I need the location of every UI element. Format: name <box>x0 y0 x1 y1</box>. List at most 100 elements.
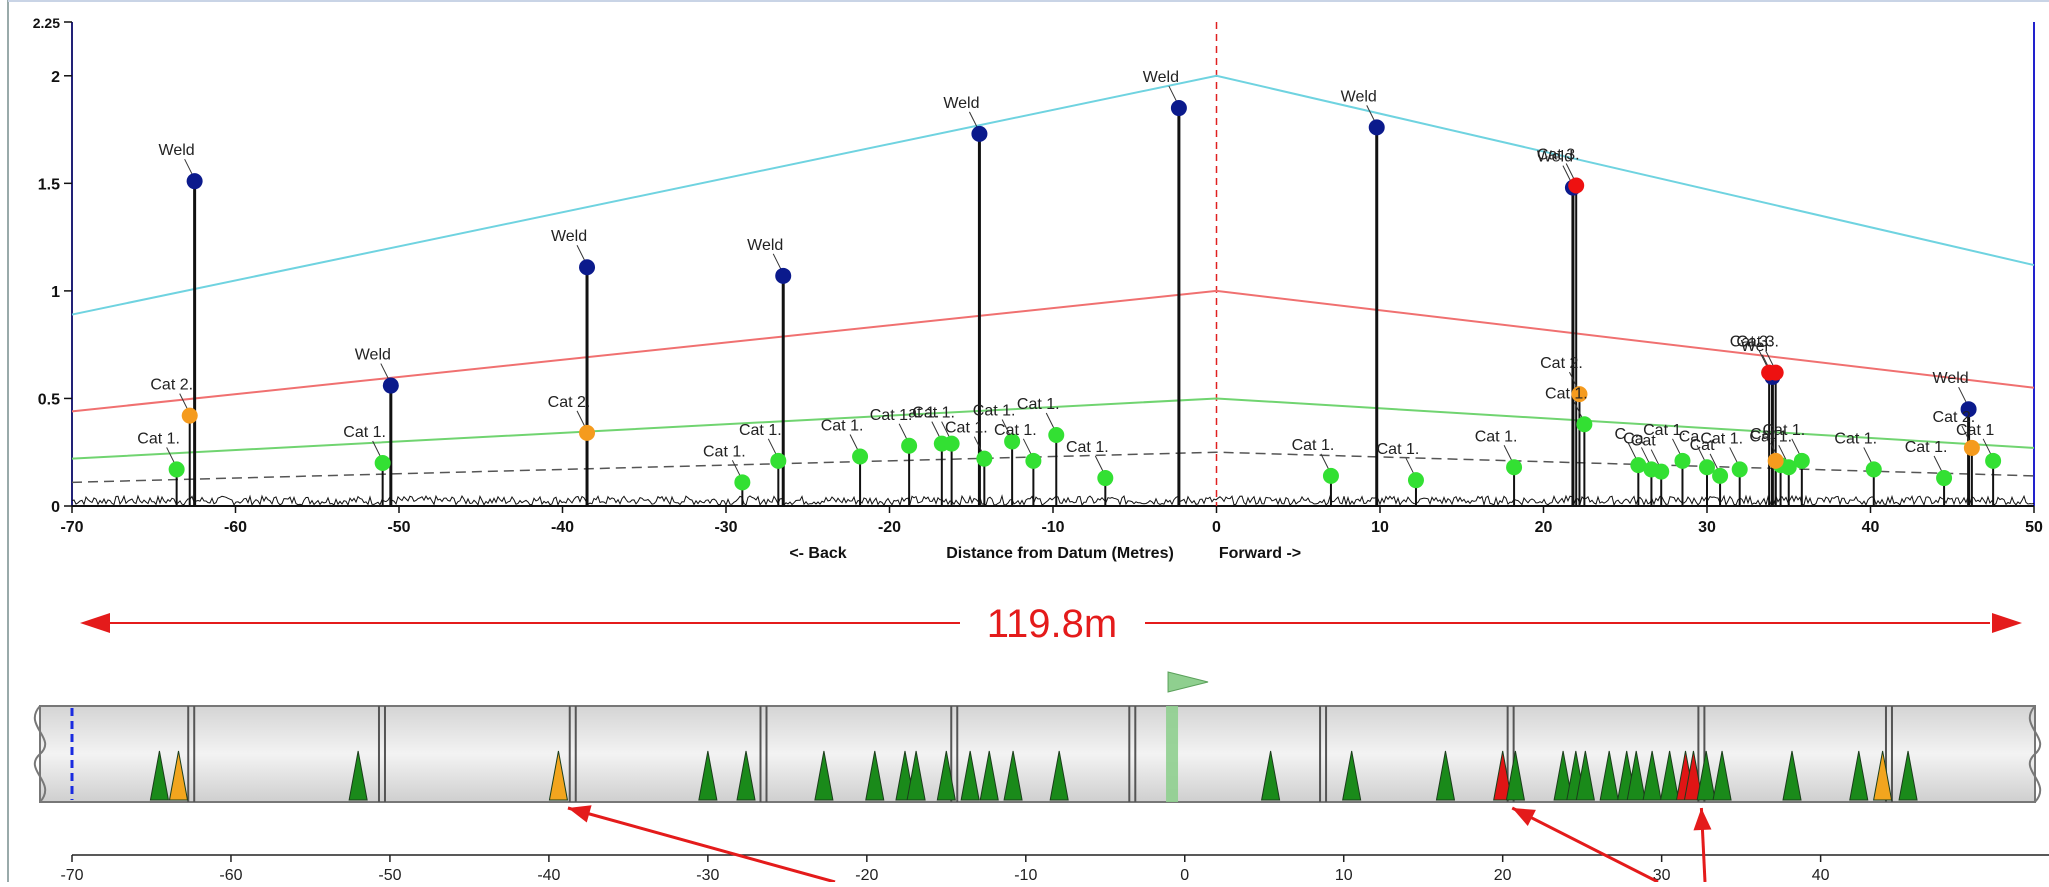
data-point-cat-1 <box>943 435 960 452</box>
point-label: Cat 1. <box>912 405 955 422</box>
bottom-tick-label: 30 <box>1653 867 1671 882</box>
x-tick-label: 50 <box>2025 519 2043 536</box>
point-label: Weld <box>943 95 979 112</box>
point-leader-line <box>1565 163 1575 180</box>
anomaly-marker-cat-2 <box>548 750 569 801</box>
length-label: 119.8m <box>987 602 1117 646</box>
annotation-arrowhead <box>567 805 592 823</box>
plot-area <box>72 22 2034 506</box>
data-point-cat-1 <box>1630 457 1647 474</box>
anomaly-marker-cat-1 <box>979 750 999 801</box>
data-point-cat-1 <box>1936 470 1953 487</box>
data-point-weld <box>1368 119 1385 136</box>
anomaly-marker-cat-1 <box>736 750 756 801</box>
threshold-line <box>71 74 2035 316</box>
point-leader-line <box>772 253 782 271</box>
point-label: Cat 2. <box>1933 409 1976 426</box>
pipe-schematic <box>33 671 2042 803</box>
anomaly-marker-cat-1 <box>1626 750 1646 801</box>
point-label: Cat 1. <box>703 443 746 460</box>
point-leader-line <box>731 460 741 477</box>
anomaly-marker-cat-2 <box>1873 750 1893 801</box>
y-tick-label: 0.5 <box>38 391 60 408</box>
point-label: Cat 1. <box>739 422 782 439</box>
x-axis-forward-label: Forward -> <box>1219 545 1301 562</box>
data-point-cat-3 <box>1767 364 1784 381</box>
y-tick-label: 2 <box>51 69 60 86</box>
point-leader-line <box>1320 453 1330 471</box>
data-point-cat-2 <box>1571 386 1588 403</box>
point-label: Cat <box>1750 426 1775 443</box>
bottom-tick-label: 20 <box>1494 867 1512 882</box>
anomaly-marker-cat-1 <box>1553 750 1573 801</box>
point-label: Cat 1. <box>1377 441 1420 458</box>
threshold-line <box>71 397 2035 460</box>
point-label: at 1. <box>908 405 939 422</box>
y-tick-label: 0 <box>51 499 60 516</box>
point-label: Cat 1. <box>994 422 1037 439</box>
anomaly-marker-cat-1 <box>348 750 368 801</box>
point-leader-line <box>1729 447 1739 464</box>
annotation-arrow-line <box>567 806 836 884</box>
point-leader-line <box>973 436 983 453</box>
anomaly-marker-cat-1 <box>1782 750 1802 801</box>
point-label: Cat 1. <box>1762 422 1805 439</box>
bottom-tick-label: -60 <box>219 867 242 882</box>
bottom-tick-label: -10 <box>1014 867 1037 882</box>
point-label: Cat <box>1690 437 1715 454</box>
annotation-arrow-line <box>1511 806 1659 884</box>
point-label: Cat 1. <box>1749 428 1792 445</box>
point-leader-line <box>1001 419 1011 436</box>
datum-band <box>1166 706 1179 802</box>
x-tick-label: -70 <box>60 519 83 536</box>
anomaly-marker-cat-1 <box>698 750 718 801</box>
x-axis-back-label: <- Back <box>789 545 846 562</box>
point-leader-line <box>1503 445 1513 462</box>
data-point-cat-1 <box>1674 452 1691 469</box>
anomaly-marker-cat-1 <box>1898 750 1918 801</box>
x-tick-label: 0 <box>1212 519 1221 536</box>
point-label: Weld <box>355 347 391 364</box>
point-leader-line <box>1758 350 1768 367</box>
point-label: Cat 3. <box>1736 334 1779 351</box>
point-leader-line <box>1405 457 1415 475</box>
point-layer <box>168 100 2002 491</box>
anomaly-marker-cat-1 <box>1712 750 1732 801</box>
point-leader-line <box>1562 165 1572 182</box>
point-leader-line <box>1958 386 1968 404</box>
anomaly-marker-cat-1 <box>1505 750 1526 801</box>
anomaly-marker-cat-1 <box>1696 750 1716 801</box>
x-tick-label: -10 <box>1041 519 1064 536</box>
length-arrowhead-left <box>80 613 110 633</box>
point-label: Weld <box>1341 88 1377 105</box>
data-point-weld <box>186 173 203 190</box>
point-leader-line <box>1709 453 1719 471</box>
data-point-weld <box>1960 401 1977 418</box>
point-label: Ca <box>1679 428 1700 445</box>
data-point-cat-1 <box>1506 459 1523 476</box>
point-leader-line <box>1863 447 1873 464</box>
datum-flag-icon <box>1167 671 1209 693</box>
y-tick-label: 1.5 <box>38 176 60 193</box>
bottom-tick-layer: -70 -60 -50 -40 -30 -20 -10 0 10 20 30 40 <box>60 855 1830 884</box>
x-tick-label: -50 <box>387 519 410 536</box>
bottom-tick-label: 0 <box>1180 867 1189 882</box>
data-point-cat-1 <box>1712 467 1729 484</box>
pipe-body <box>39 705 2036 803</box>
point-label: Cat 1. <box>1475 428 1518 445</box>
data-point-cat-1 <box>1731 461 1748 478</box>
x-tick-label: 30 <box>1698 519 1716 536</box>
x-tick-label: 10 <box>1371 519 1389 536</box>
anomaly-marker-cat-1 <box>1342 750 1362 801</box>
annotation-arrowhead <box>1512 808 1536 826</box>
point-label: Cat 1 <box>1956 422 1994 439</box>
point-leader-line <box>1045 412 1055 430</box>
x-tick-label: 20 <box>1535 519 1553 536</box>
anomaly-marker-cat-1 <box>1599 750 1619 801</box>
point-leader-line <box>372 440 382 458</box>
point-label: Cat 2. <box>150 377 193 394</box>
data-point-cat-1 <box>374 454 391 471</box>
point-label: Cat 1. <box>973 402 1016 419</box>
